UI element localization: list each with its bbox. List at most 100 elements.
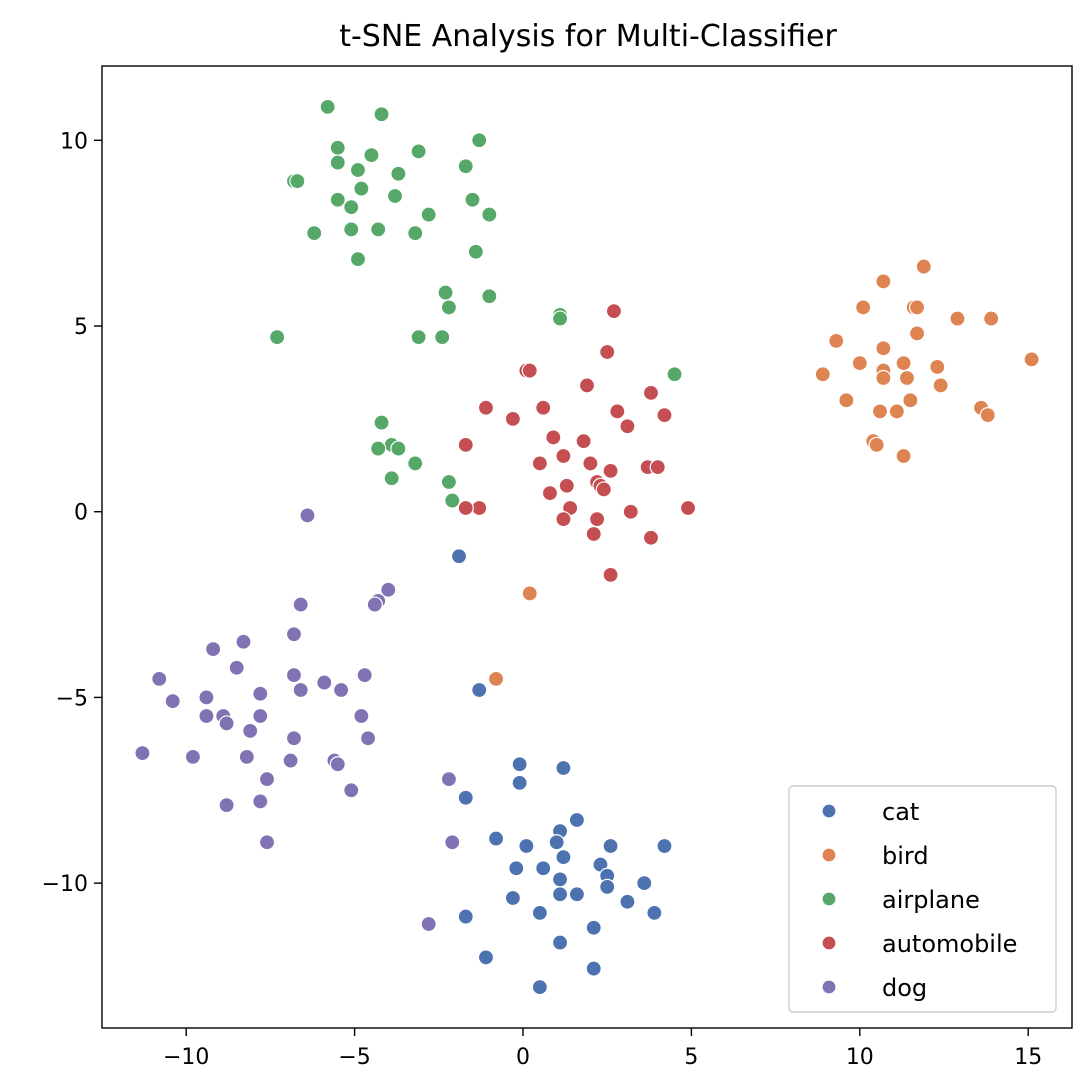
point-bird xyxy=(851,355,868,372)
point-airplane xyxy=(289,173,306,190)
point-airplane xyxy=(269,329,286,346)
point-bird xyxy=(868,436,885,453)
y-tick-label: 5 xyxy=(74,315,88,340)
point-airplane xyxy=(434,329,451,346)
point-airplane xyxy=(329,154,346,171)
point-automobile xyxy=(585,525,602,543)
legend-marker-airplane xyxy=(821,891,837,907)
point-airplane xyxy=(329,191,346,208)
point-cat xyxy=(646,904,663,921)
chart-title: t-SNE Analysis for Multi-Classifier xyxy=(339,19,837,54)
point-cat xyxy=(585,919,602,936)
point-bird xyxy=(814,366,831,383)
plot-area xyxy=(101,65,1073,1029)
point-automobile xyxy=(531,455,548,472)
point-bird xyxy=(838,392,855,409)
point-automobile xyxy=(599,343,616,361)
point-bird xyxy=(979,407,996,424)
point-bird xyxy=(895,355,912,372)
point-dog xyxy=(228,659,245,676)
point-automobile xyxy=(457,436,474,453)
x-tick-label: 5 xyxy=(684,1045,698,1070)
legend-label-automobile: automobile xyxy=(882,930,1017,958)
point-airplane xyxy=(349,251,367,268)
series-cat xyxy=(450,548,673,996)
point-automobile xyxy=(595,481,612,498)
point-airplane xyxy=(306,225,323,242)
point-automobile xyxy=(649,459,666,476)
point-airplane xyxy=(370,221,387,238)
point-automobile xyxy=(642,384,660,401)
point-airplane xyxy=(329,139,346,156)
series-dog xyxy=(134,507,461,933)
point-dog xyxy=(235,633,252,650)
point-dog xyxy=(343,782,360,799)
point-automobile xyxy=(602,566,619,583)
point-automobile xyxy=(575,433,592,450)
point-dog xyxy=(285,667,303,684)
point-airplane xyxy=(457,158,474,175)
point-airplane xyxy=(319,98,336,115)
point-airplane xyxy=(444,492,461,509)
point-bird xyxy=(915,258,932,275)
point-automobile xyxy=(679,499,697,517)
point-automobile xyxy=(602,462,619,479)
point-bird xyxy=(908,299,926,316)
point-bird xyxy=(487,670,505,687)
x-axis: −10 −5 0 5 10 15 xyxy=(163,1028,1042,1070)
point-dog xyxy=(218,715,235,732)
point-dog xyxy=(353,707,370,725)
legend-marker-dog xyxy=(821,979,837,995)
point-cat xyxy=(568,811,585,829)
point-automobile xyxy=(555,447,572,465)
series-bird xyxy=(487,258,1040,687)
point-dog xyxy=(205,641,222,658)
point-dog xyxy=(218,797,235,814)
point-automobile xyxy=(471,499,488,517)
point-airplane xyxy=(666,366,683,383)
point-airplane xyxy=(370,440,387,457)
point-bird xyxy=(855,299,872,316)
point-dog xyxy=(198,707,215,725)
point-automobile xyxy=(558,477,575,494)
point-automobile xyxy=(555,511,572,528)
point-cat xyxy=(548,834,565,851)
point-cat xyxy=(457,908,474,925)
legend-marker-bird xyxy=(821,847,837,863)
point-bird xyxy=(895,447,912,465)
point-dog xyxy=(285,730,303,747)
point-dog xyxy=(420,915,437,933)
point-bird xyxy=(898,369,916,387)
point-bird xyxy=(1023,351,1040,368)
point-dog xyxy=(258,771,276,788)
point-airplane xyxy=(343,221,360,238)
point-airplane xyxy=(390,440,407,457)
point-cat xyxy=(599,878,616,895)
point-automobile xyxy=(541,485,559,502)
legend-label-dog: dog xyxy=(882,974,927,1002)
point-dog xyxy=(134,745,151,762)
point-airplane xyxy=(407,225,424,242)
x-tick-label: 0 xyxy=(516,1045,530,1070)
point-airplane xyxy=(363,147,380,164)
point-cat xyxy=(511,756,528,773)
point-bird xyxy=(521,585,538,602)
point-automobile xyxy=(578,377,596,394)
x-tick-label: 15 xyxy=(1014,1045,1042,1070)
point-automobile xyxy=(457,499,474,517)
legend-label-cat: cat xyxy=(882,798,919,826)
point-bird xyxy=(932,377,949,394)
point-automobile xyxy=(609,403,626,420)
point-dog xyxy=(299,507,316,524)
y-axis: −10 −5 0 5 10 xyxy=(42,129,102,897)
point-dog xyxy=(164,693,181,710)
legend-label-bird: bird xyxy=(882,842,929,870)
point-dog xyxy=(292,596,309,613)
point-dog xyxy=(356,667,373,684)
legend: cat bird airplane automobile dog xyxy=(788,785,1057,1013)
point-airplane xyxy=(440,473,458,491)
point-dog xyxy=(238,748,255,765)
point-automobile xyxy=(477,399,495,416)
point-dog xyxy=(292,681,309,699)
point-dog xyxy=(329,756,346,773)
